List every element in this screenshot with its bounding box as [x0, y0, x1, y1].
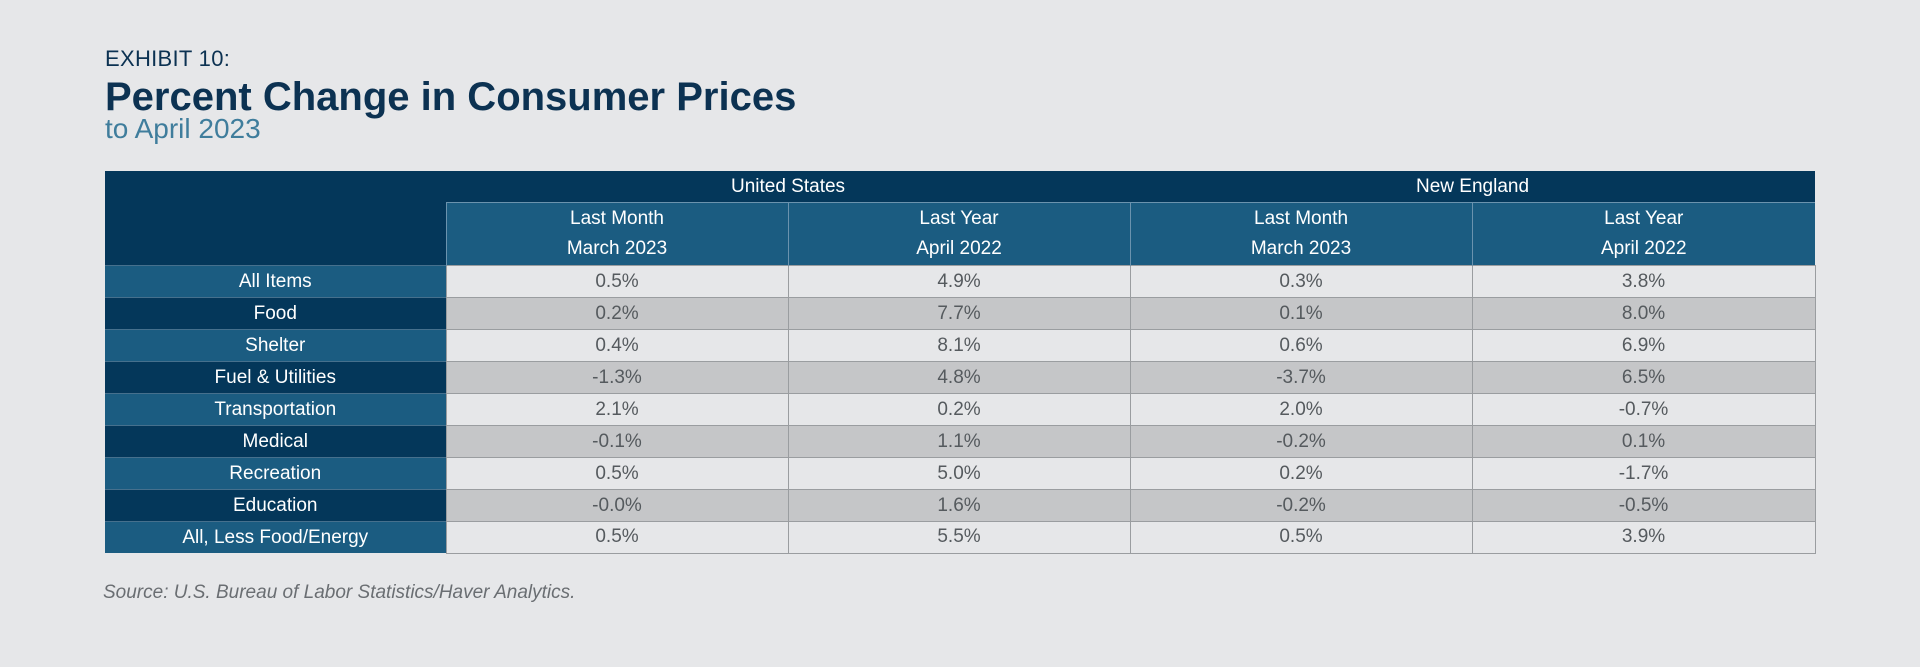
- exhibit-label: EXHIBIT 10:: [105, 46, 231, 71]
- column-header-date: April 2022: [916, 238, 1002, 259]
- table-cell: 3.9%: [1471, 521, 1816, 554]
- table-cell: 8.1%: [787, 329, 1131, 362]
- table-cell: 0.3%: [1129, 265, 1473, 298]
- column-group-header: New England: [1130, 171, 1816, 203]
- row-label: Shelter: [105, 329, 446, 362]
- table-cell: -0.7%: [1471, 393, 1816, 426]
- row-label: Recreation: [105, 457, 446, 490]
- table-cell: 0.4%: [445, 329, 789, 362]
- row-label: Transportation: [105, 393, 446, 426]
- table-row: Recreation 0.5% 5.0% 0.2% -1.7%: [105, 457, 1816, 490]
- table-cell: 0.2%: [445, 297, 789, 330]
- table-cell: -0.2%: [1129, 489, 1473, 522]
- column-header: Last Month March 2023: [1129, 202, 1473, 266]
- table-cell: 1.1%: [787, 425, 1131, 458]
- row-label: All Items: [105, 265, 446, 298]
- table-cell: 0.1%: [1129, 297, 1473, 330]
- table-cell: 0.1%: [1471, 425, 1816, 458]
- table-cell: 4.8%: [787, 361, 1131, 394]
- row-label: All, Less Food/Energy: [105, 521, 446, 553]
- table-cell: 1.6%: [787, 489, 1131, 522]
- column-header-period: Last Month: [570, 208, 664, 229]
- table-cell: 0.2%: [787, 393, 1131, 426]
- column-header: Last Month March 2023: [445, 202, 788, 266]
- column-header-period: Last Month: [1254, 208, 1349, 229]
- table-row: Food 0.2% 7.7% 0.1% 8.0%: [105, 297, 1816, 330]
- table-cell: 0.5%: [1129, 521, 1473, 554]
- column-header: Last Year April 2022: [1471, 202, 1816, 266]
- column-group-header: United States: [446, 171, 1131, 203]
- table-cell: 2.0%: [1129, 393, 1473, 426]
- table-cell: 0.5%: [445, 521, 789, 554]
- table-row: Education -0.0% 1.6% -0.2% -0.5%: [105, 489, 1816, 522]
- row-label: Medical: [105, 425, 446, 458]
- table-cell: -1.3%: [445, 361, 789, 394]
- row-label: Food: [105, 297, 446, 330]
- column-header-date: March 2023: [1250, 238, 1352, 259]
- table-cell: 5.0%: [787, 457, 1131, 490]
- table-cell: 0.5%: [445, 265, 789, 298]
- row-label: Education: [105, 489, 446, 522]
- table-cell: 8.0%: [1471, 297, 1816, 330]
- exhibit-header: EXHIBIT 10: Percent Change in Consumer P…: [105, 46, 796, 144]
- table-cell: 6.9%: [1471, 329, 1816, 362]
- source-note: Source: U.S. Bureau of Labor Statistics/…: [103, 582, 576, 603]
- table-cell: -0.0%: [445, 489, 789, 522]
- table-cell: -3.7%: [1129, 361, 1473, 394]
- table-cell: -1.7%: [1471, 457, 1816, 490]
- table-cell: -0.1%: [445, 425, 789, 458]
- cpi-table: United States New England Last Month Marc…: [105, 171, 1816, 554]
- column-header: Last Year April 2022: [787, 202, 1131, 266]
- table-cell: 7.7%: [787, 297, 1131, 330]
- column-header-period: Last Year: [919, 208, 999, 229]
- column-header-date: March 2023: [566, 238, 668, 259]
- page-subtitle: to April 2023: [105, 113, 261, 144]
- table-corner: [105, 171, 446, 266]
- table-cell: -0.2%: [1129, 425, 1473, 458]
- table-cell: 3.8%: [1471, 265, 1816, 298]
- column-header-date: April 2022: [1600, 238, 1687, 259]
- table-cell: -0.5%: [1471, 489, 1816, 522]
- row-label: Fuel & Utilities: [105, 361, 446, 394]
- table-cell: 0.6%: [1129, 329, 1473, 362]
- table-cell: 0.2%: [1129, 457, 1473, 490]
- table-row: Shelter 0.4% 8.1% 0.6% 6.9%: [105, 329, 1816, 362]
- table-cell: 2.1%: [445, 393, 789, 426]
- table-cell: 6.5%: [1471, 361, 1816, 394]
- table-row: All, Less Food/Energy 0.5% 5.5% 0.5% 3.9%: [105, 521, 1816, 554]
- table-row: Medical -0.1% 1.1% -0.2% 0.1%: [105, 425, 1816, 458]
- page-title: Percent Change in Consumer Prices: [105, 75, 797, 119]
- table-row: Fuel & Utilities -1.3% 4.8% -3.7% 6.5%: [105, 361, 1816, 394]
- table-cell: 5.5%: [787, 521, 1131, 554]
- table-cell: 0.5%: [445, 457, 789, 490]
- table-row: All Items 0.5% 4.9% 0.3% 3.8%: [105, 265, 1816, 298]
- table-row: Transportation 2.1% 0.2% 2.0% -0.7%: [105, 393, 1816, 426]
- table-cell: 4.9%: [787, 265, 1131, 298]
- column-header-period: Last Year: [1604, 208, 1684, 229]
